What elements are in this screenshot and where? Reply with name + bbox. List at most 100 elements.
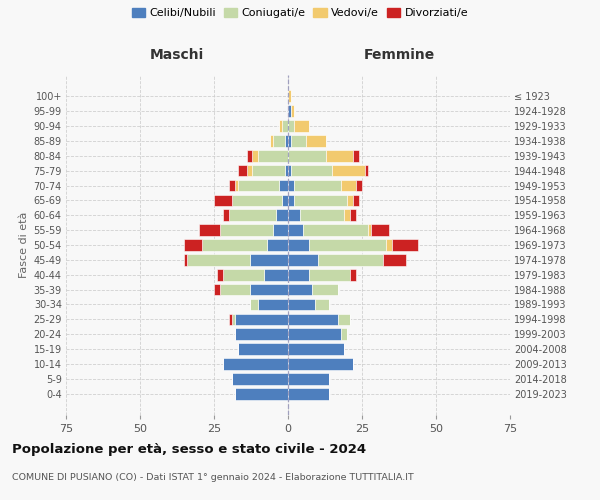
Bar — [288, 194, 294, 206]
Bar — [288, 224, 303, 236]
Bar — [273, 135, 285, 146]
Bar — [238, 180, 279, 192]
Bar — [291, 106, 294, 117]
Bar — [291, 135, 306, 146]
Legend: Celibi/Nubili, Coniugati/e, Vedovi/e, Divorziati/e: Celibi/Nubili, Coniugati/e, Vedovi/e, Di… — [130, 6, 470, 20]
Bar — [253, 150, 259, 162]
Bar — [285, 165, 288, 176]
Text: COMUNE DI PUSIANO (CO) - Dati ISTAT 1° gennaio 2024 - Elaborazione TUTTITALIA.IT: COMUNE DI PUSIANO (CO) - Dati ISTAT 1° g… — [12, 472, 414, 482]
Bar — [294, 120, 309, 132]
Bar — [311, 284, 338, 296]
Bar — [300, 210, 344, 221]
Bar — [247, 150, 253, 162]
Bar — [288, 90, 291, 102]
Bar — [288, 328, 341, 340]
Bar — [235, 328, 288, 340]
Bar — [270, 135, 273, 146]
Bar — [250, 284, 288, 296]
Bar — [353, 194, 359, 206]
Bar — [259, 298, 288, 310]
Bar — [282, 194, 288, 206]
Bar — [356, 180, 362, 192]
Bar — [273, 224, 288, 236]
Bar — [199, 224, 220, 236]
Bar — [223, 210, 229, 221]
Bar — [288, 254, 317, 266]
Bar — [238, 165, 247, 176]
Bar — [276, 210, 288, 221]
Bar — [288, 388, 329, 400]
Bar — [229, 180, 235, 192]
Bar — [217, 269, 223, 280]
Bar — [294, 180, 341, 192]
Bar — [309, 239, 386, 251]
Bar — [314, 298, 329, 310]
Bar — [288, 284, 311, 296]
Bar — [232, 314, 235, 325]
Bar — [288, 210, 300, 221]
Bar — [368, 224, 371, 236]
Bar — [267, 239, 288, 251]
Bar — [294, 194, 347, 206]
Bar — [214, 284, 220, 296]
Bar — [288, 135, 291, 146]
Bar — [282, 120, 288, 132]
Bar — [383, 254, 406, 266]
Bar — [288, 269, 309, 280]
Bar — [332, 165, 365, 176]
Bar — [232, 373, 288, 384]
Bar — [288, 120, 294, 132]
Bar — [238, 344, 288, 355]
Bar — [341, 328, 347, 340]
Bar — [386, 239, 392, 251]
Bar — [353, 150, 359, 162]
Bar — [250, 298, 259, 310]
Bar — [350, 210, 356, 221]
Bar — [341, 180, 356, 192]
Bar — [265, 269, 288, 280]
Bar — [347, 194, 353, 206]
Bar — [288, 314, 338, 325]
Bar — [223, 269, 265, 280]
Y-axis label: Fasce di età: Fasce di età — [19, 212, 29, 278]
Bar — [288, 180, 294, 192]
Bar — [232, 194, 282, 206]
Bar — [235, 180, 238, 192]
Bar — [187, 254, 250, 266]
Bar — [235, 388, 288, 400]
Bar — [247, 165, 253, 176]
Bar — [220, 224, 273, 236]
Bar — [303, 224, 368, 236]
Bar — [279, 120, 282, 132]
Bar — [229, 314, 232, 325]
Bar — [350, 269, 356, 280]
Bar — [229, 210, 276, 221]
Bar — [184, 254, 187, 266]
Bar — [279, 180, 288, 192]
Bar — [223, 358, 288, 370]
Bar — [306, 135, 326, 146]
Bar — [184, 239, 202, 251]
Bar — [214, 194, 232, 206]
Bar — [202, 239, 267, 251]
Bar — [288, 298, 314, 310]
Bar — [288, 150, 326, 162]
Bar — [365, 165, 368, 176]
Bar — [392, 239, 418, 251]
Bar — [288, 358, 353, 370]
Text: Maschi: Maschi — [150, 48, 204, 62]
Bar — [371, 224, 389, 236]
Bar — [326, 150, 353, 162]
Bar — [288, 106, 291, 117]
Bar — [250, 254, 288, 266]
Bar — [288, 373, 329, 384]
Bar — [288, 165, 291, 176]
Bar — [344, 210, 350, 221]
Bar — [253, 165, 285, 176]
Bar — [317, 254, 383, 266]
Bar — [235, 314, 288, 325]
Bar — [309, 269, 350, 280]
Bar — [338, 314, 350, 325]
Bar — [291, 165, 332, 176]
Bar — [288, 239, 309, 251]
